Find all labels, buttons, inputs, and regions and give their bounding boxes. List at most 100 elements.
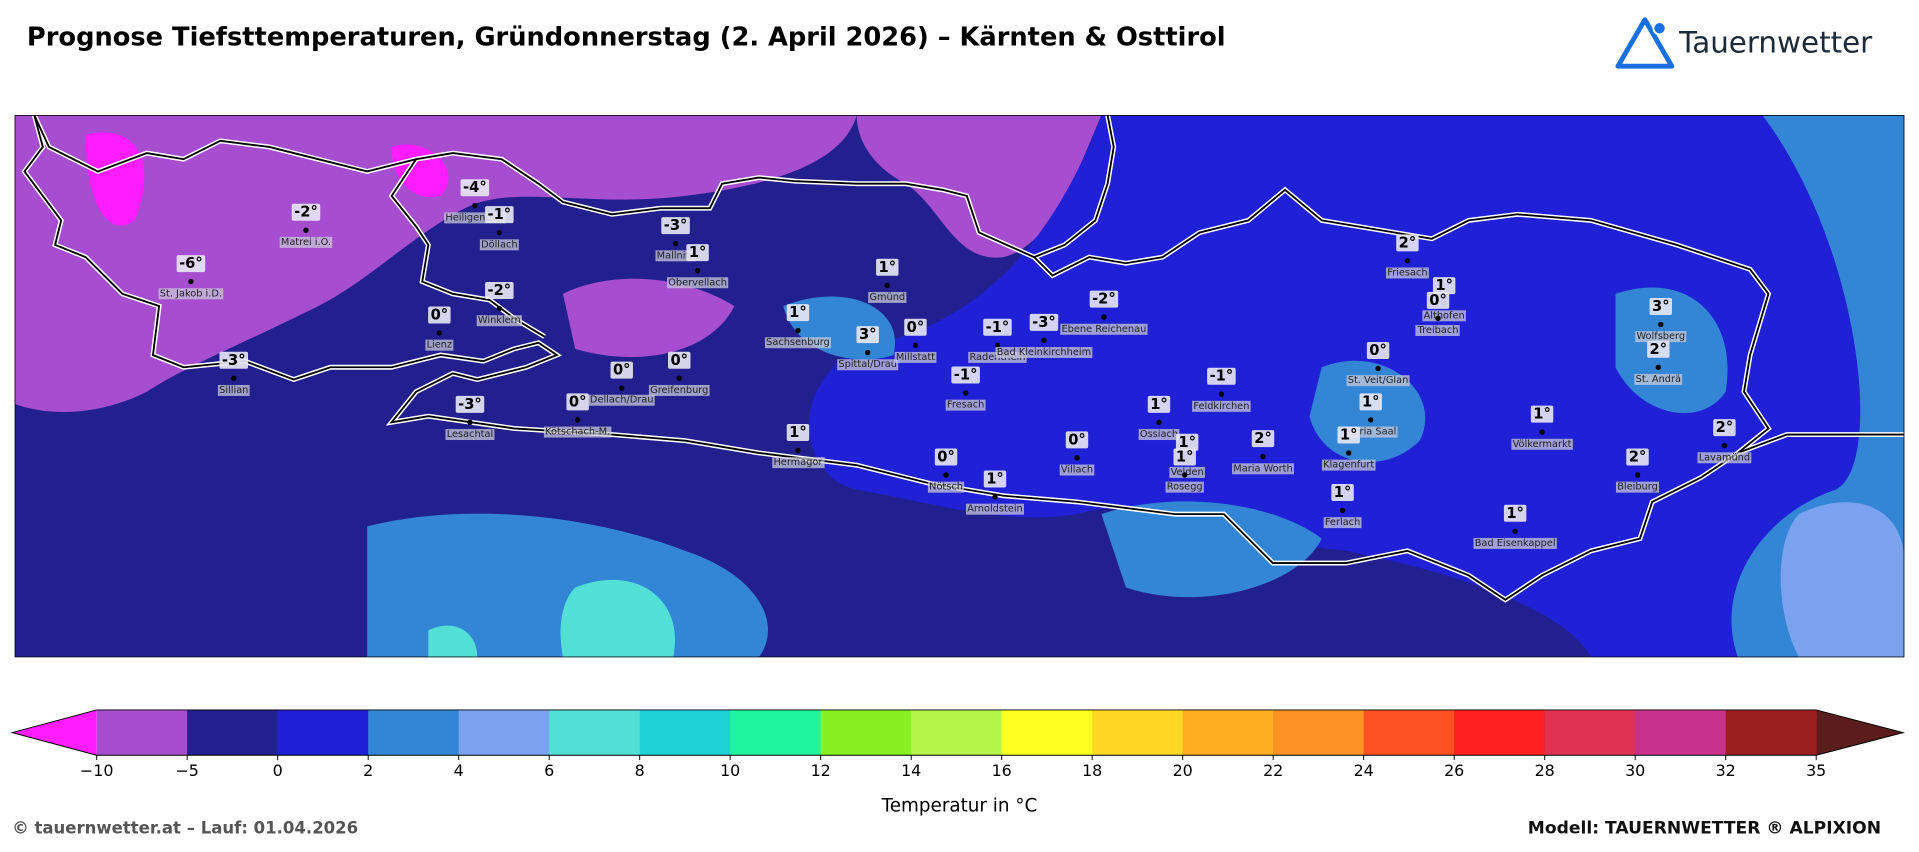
station-dot (303, 227, 309, 233)
station: Obervellach 1° (666, 244, 729, 289)
station-name-bg (1511, 438, 1573, 450)
station-temp-bg (951, 366, 980, 384)
station-name: Rosegg (1167, 482, 1203, 493)
station-temp: 2° (1629, 448, 1647, 465)
station-name: Treibach (1417, 325, 1459, 336)
station-name: Feldkirchen (1193, 401, 1249, 412)
footer-left: © tauernwetter.at – Lauf: 01.04.2026 (12, 819, 358, 838)
station-name: Klagenfurt (1323, 460, 1374, 471)
station-dot (1658, 321, 1664, 328)
station-temp: 1° (1178, 434, 1196, 451)
station-temp: 0° (1429, 292, 1447, 309)
station-temp: 1° (879, 259, 897, 276)
station-temp: -1° (1210, 368, 1234, 385)
station-name-bg (444, 212, 506, 224)
station-name-bg (1422, 310, 1466, 322)
station-name: Wolfsberg (1636, 331, 1685, 342)
station: Ossiach 1° (1138, 395, 1180, 441)
station-name-bg (894, 351, 937, 363)
station: St. Jakob i.D. -6° (158, 255, 224, 300)
station: Velden 1° (1169, 433, 1205, 478)
station-temp: 2° (1399, 234, 1417, 251)
station: Kötschach-M. 0° (543, 393, 612, 438)
station-name-bg (1415, 324, 1460, 336)
temp-area (856, 115, 1102, 258)
station-temp: 1° (1334, 484, 1352, 501)
station-dot (992, 494, 998, 500)
station-temp-bg (686, 244, 709, 262)
station-temp-bg (1029, 313, 1059, 331)
title: Prognose Tiefsttemperaturen, Gründonners… (27, 22, 1226, 52)
station-dot (574, 417, 581, 423)
station: Ebene Reichenau -2° (1060, 290, 1148, 335)
station-dot (795, 327, 801, 334)
station-name: Lesachtal (447, 429, 494, 440)
station-temp-bg (485, 206, 514, 224)
station-name: Hermagor (773, 457, 823, 468)
colorbar-tick-label: 10 (720, 761, 740, 780)
station-name-bg (927, 481, 965, 493)
colorbar-tick-label: 8 (635, 761, 645, 780)
station-temp-bg (786, 424, 810, 442)
station-name-bg (1615, 481, 1660, 493)
colorbar-segment (911, 709, 1003, 756)
temp-area (85, 132, 145, 226)
logo-dot (1652, 21, 1667, 36)
colorbar-tick-label: 12 (811, 761, 831, 780)
colorbar-segment (1001, 709, 1093, 756)
station-dot (994, 342, 1001, 348)
colorbar-tick-label: 22 (1263, 761, 1283, 780)
station-name: Maria Saal (1345, 427, 1396, 438)
station-dot (496, 305, 503, 312)
colorbar-tick-label: 30 (1625, 761, 1645, 780)
station-dot (1404, 258, 1411, 264)
colorbar-tick-label: 6 (544, 761, 554, 780)
colorbar-tick-label: 18 (1082, 761, 1102, 780)
station-temp: 1° (689, 244, 707, 261)
station: Lavamünd 2° (1697, 419, 1752, 464)
colorbar-tick-label: 20 (1173, 761, 1193, 780)
station: Arnoldstein 1° (966, 470, 1024, 515)
station-name-bg (945, 399, 986, 411)
station-name: St. Veit/Glan (1348, 375, 1409, 386)
station: Sillian -3° (217, 351, 250, 396)
station-temp-bg (1337, 426, 1360, 444)
stations: Matrei i.O. -2° St. Jakob i.D. -6° Heiligenb… (158, 179, 1752, 549)
station-temp-bg (1089, 290, 1119, 308)
station-name-bg (1060, 323, 1148, 335)
station-temp-bg (1173, 448, 1196, 466)
colorbar-tick-label: −10 (80, 761, 114, 780)
station-dot (1655, 364, 1662, 370)
station-name: St. Jakob i.D. (160, 288, 222, 299)
station-name-bg (476, 315, 522, 327)
station: Maria Worth 2° (1232, 430, 1294, 475)
station-temp: -3° (1032, 314, 1056, 331)
station-temp: 0° (613, 362, 631, 379)
station-dot (694, 267, 701, 274)
colorbar-tick-label: 26 (1444, 761, 1464, 780)
colorbar-tick-label: −5 (175, 761, 198, 780)
station-temp-bg (1065, 431, 1089, 449)
station-temp-bg (428, 306, 451, 324)
station-temp: -1° (954, 366, 978, 383)
station-temp-bg (485, 282, 514, 300)
colorbar-segment (549, 709, 641, 756)
station-name-bg (1635, 331, 1687, 343)
station-dot (1260, 453, 1266, 460)
station-temp-bg (1647, 340, 1670, 358)
colorbar-extend-low (12, 709, 97, 756)
station-temp-bg (661, 217, 690, 235)
station-temp-bg (1359, 393, 1382, 411)
colorbar-segment (1273, 709, 1365, 756)
station-dot (1375, 365, 1381, 372)
station-dot (472, 203, 478, 209)
station-dot (962, 390, 969, 396)
station-temp-bg (876, 258, 899, 276)
station-temp: 0° (670, 352, 688, 369)
station-temp-bg (1147, 395, 1171, 413)
temp-area (1101, 501, 1322, 598)
station: St. Andrä 2° (1634, 340, 1683, 385)
station-name: Sachsenburg (766, 337, 830, 348)
station: Rosegg 1° (1165, 448, 1204, 493)
